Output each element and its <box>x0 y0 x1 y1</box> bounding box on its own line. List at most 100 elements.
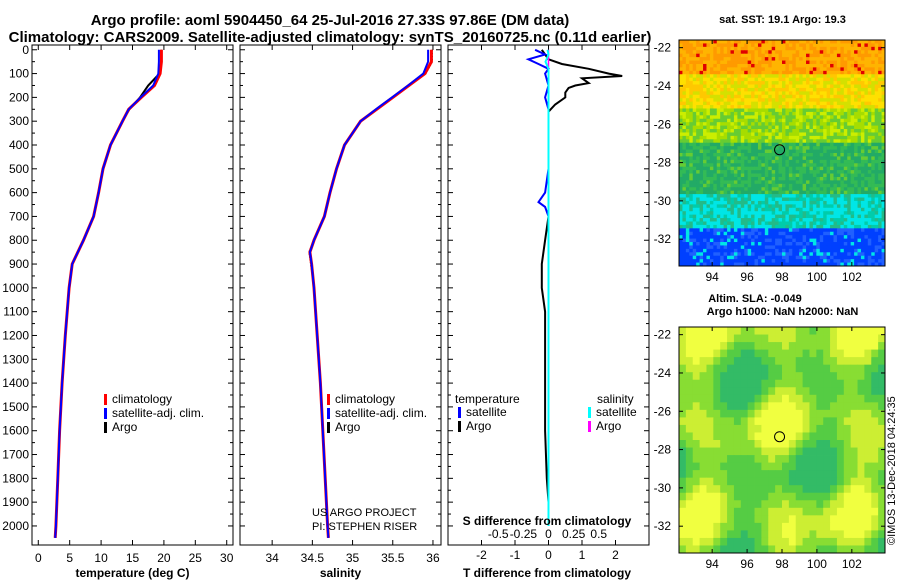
map-cell <box>782 394 790 403</box>
map-cell <box>696 252 700 257</box>
map-cell <box>843 159 848 164</box>
map-cell <box>843 224 848 229</box>
map-cell <box>723 77 728 82</box>
map-cell <box>782 379 790 388</box>
map-cell <box>819 57 824 61</box>
map-cell <box>788 156 793 161</box>
map-cell <box>730 156 735 161</box>
map-cell <box>716 87 721 92</box>
map-cell <box>692 53 697 58</box>
map-cell <box>768 204 773 209</box>
map-cell <box>778 197 783 202</box>
map-cell <box>730 105 735 109</box>
map-cell <box>689 170 694 174</box>
map-cell <box>782 111 786 116</box>
map-cell <box>854 183 858 188</box>
map-cell <box>874 40 879 44</box>
map-cell <box>775 57 779 61</box>
map-cell <box>771 221 776 226</box>
map-cell <box>816 101 821 106</box>
map-cell <box>833 77 838 82</box>
map-cell <box>812 238 817 243</box>
map-cell <box>733 402 742 411</box>
map-cell <box>723 105 728 109</box>
map-cell <box>679 149 683 154</box>
map-cell <box>816 63 821 68</box>
map-cell <box>799 146 803 150</box>
map-cell <box>843 200 848 205</box>
map-cell <box>878 252 882 257</box>
map-cell <box>802 424 810 433</box>
map-cell <box>761 129 766 133</box>
map-cell <box>785 211 790 216</box>
map-cell <box>768 200 773 205</box>
map-cell <box>826 238 831 243</box>
map-cell <box>816 60 821 65</box>
map-cell <box>679 176 683 181</box>
map-cell <box>768 372 776 381</box>
map-cell <box>850 87 855 92</box>
map-cell <box>696 235 700 239</box>
map-cell <box>699 118 704 123</box>
map-cell <box>871 424 879 433</box>
map-cell <box>867 105 872 109</box>
map-cell <box>878 231 882 236</box>
map-cell <box>706 221 711 226</box>
map-cell <box>730 214 735 219</box>
map-cell <box>733 387 742 396</box>
map-cell <box>744 84 749 89</box>
map-cell <box>860 135 865 140</box>
map-cell <box>696 200 700 205</box>
map-cell <box>867 207 872 212</box>
map-cell <box>747 43 752 48</box>
map-cell <box>720 139 725 144</box>
map-cell <box>833 248 838 253</box>
map-cell <box>826 60 831 65</box>
map-cell <box>809 67 814 72</box>
diff-xtick-label: -2 <box>476 548 487 562</box>
map-cell <box>699 379 707 388</box>
map-cell <box>706 327 714 335</box>
map-cell <box>692 183 697 188</box>
map-cell <box>778 50 783 55</box>
diff-legend-sal-title: salinity <box>597 392 634 406</box>
map-cell <box>716 115 721 120</box>
map-cell <box>830 224 834 229</box>
map-cell <box>733 424 742 433</box>
map-cell <box>795 132 800 137</box>
map-cell <box>850 218 855 222</box>
map-cell <box>733 238 738 243</box>
map-cell <box>806 163 810 168</box>
map-cell <box>843 67 848 72</box>
map-cell <box>850 221 855 226</box>
map-cell <box>720 409 728 418</box>
map-cell <box>843 357 852 366</box>
map-cell <box>747 342 755 350</box>
map-cell <box>850 60 855 65</box>
map-cell <box>730 207 735 212</box>
map-cell <box>778 163 783 168</box>
map-cell <box>871 470 879 479</box>
map-cell <box>761 101 766 106</box>
map-cell <box>733 417 742 426</box>
map-cell <box>785 111 790 116</box>
map-cell <box>730 81 735 85</box>
map-cell <box>727 228 731 233</box>
map-cell <box>788 440 797 448</box>
temp-xtick-label: 5 <box>66 551 73 565</box>
map-cell <box>795 84 800 89</box>
map-cell <box>809 194 814 198</box>
map-cell <box>727 190 731 195</box>
map-cell <box>850 142 855 147</box>
map-cell <box>761 462 769 471</box>
map-cell <box>716 156 721 161</box>
map-cell <box>727 262 731 267</box>
map-cell <box>802 334 810 343</box>
map-cell <box>706 156 711 161</box>
map-cell <box>795 125 800 130</box>
map-cell <box>802 118 807 123</box>
map-cell <box>778 67 783 72</box>
map-cell <box>713 197 718 202</box>
map-cell <box>823 101 828 106</box>
map-cell <box>703 214 707 219</box>
